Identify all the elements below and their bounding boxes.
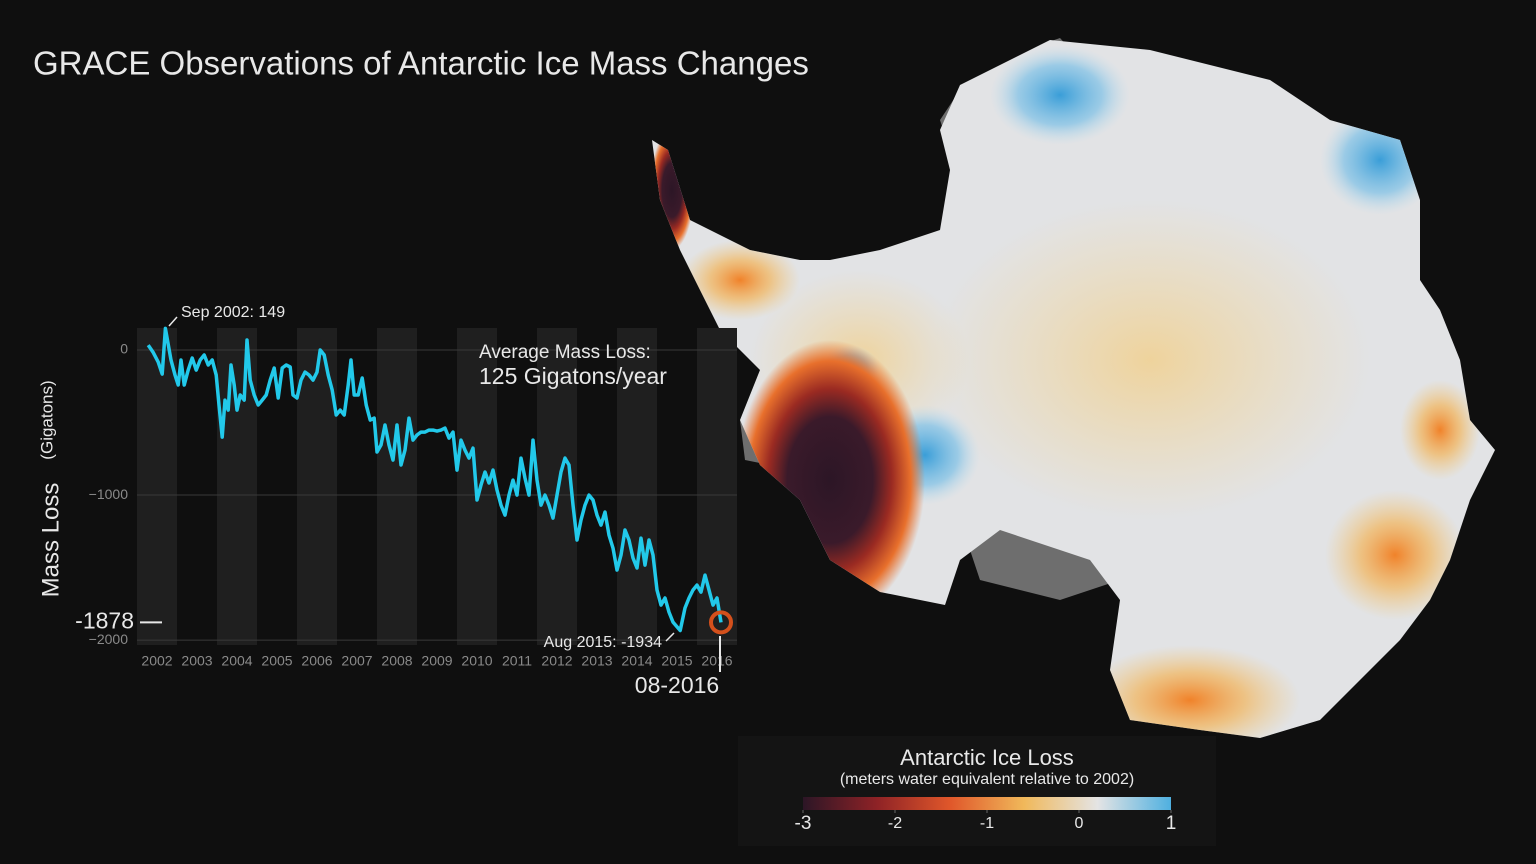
map-region <box>652 130 694 250</box>
y-tick-label: 0 <box>120 341 128 357</box>
x-tick-label: 2015 <box>661 653 692 669</box>
current-marker <box>709 610 733 635</box>
y-axis-unit: (Gigatons) <box>37 380 56 459</box>
map-region <box>680 240 800 320</box>
x-tick-label: 2007 <box>341 653 372 669</box>
x-tick-label: 2011 <box>502 653 532 669</box>
x-tick-label: 2014 <box>621 653 652 669</box>
annotation-pointer <box>665 632 675 642</box>
x-tick-label: 2009 <box>421 653 452 669</box>
colorbar-tick-label: 0 <box>1075 815 1084 832</box>
x-tick-label: 2006 <box>301 653 332 669</box>
x-tick-label: 2002 <box>141 653 172 669</box>
annotation: Aug 2015: -1934 <box>544 634 662 651</box>
x-tick-label: 2004 <box>221 653 252 669</box>
colorbar-panel <box>738 736 1216 846</box>
x-tick-label: 2016 <box>701 653 732 669</box>
map-region <box>990 45 1130 145</box>
colorbar-subtitle: (meters water equivalent relative to 200… <box>840 771 1134 788</box>
colorbar-tick-label: 1 <box>1166 813 1177 834</box>
page-title: GRACE Observations of Antarctic Ice Mass… <box>33 45 809 82</box>
y-tick-label: −2000 <box>89 631 129 647</box>
current-value: -1878 <box>75 607 134 633</box>
y-axis-label: Mass Loss <box>37 483 64 598</box>
colorbar-tick-label: -2 <box>888 815 902 832</box>
x-tick-label: 2012 <box>541 653 572 669</box>
year-band <box>137 328 177 645</box>
year-band <box>377 328 417 645</box>
data-line <box>146 326 723 633</box>
x-tick-label: 2013 <box>581 653 612 669</box>
annotation-pointer <box>168 316 178 327</box>
year-band <box>617 328 657 645</box>
average-value: 125 Gigatons/year <box>479 363 667 389</box>
colorbar-title: Antarctic Ice Loss <box>900 745 1074 770</box>
y-tick-label: −1000 <box>89 486 129 502</box>
antarctica-map <box>652 38 1495 738</box>
current-date: 08-2016 <box>635 672 719 698</box>
colorbar <box>803 797 1171 810</box>
x-tick-label: 2003 <box>181 653 212 669</box>
map-region <box>1325 490 1465 620</box>
annotation: Sep 2002: 149 <box>181 304 285 321</box>
map-region <box>930 200 1370 520</box>
map-surface <box>652 40 1495 738</box>
colorbar-tick-label: -1 <box>980 815 994 832</box>
map-region <box>735 340 925 620</box>
colorbar-tick-label: -3 <box>795 813 812 834</box>
x-tick-label: 2008 <box>381 653 412 669</box>
map-region <box>1400 380 1480 480</box>
line-chart: 2002 2003 2004 2005 2006 2007 2008 2009 2010 2011… <box>75 326 737 669</box>
x-tick-label: 2005 <box>261 653 292 669</box>
year-band <box>697 328 737 645</box>
map-region <box>1320 105 1440 215</box>
x-tick-label: 2010 <box>461 653 492 669</box>
average-label: Average Mass Loss: <box>479 342 651 363</box>
